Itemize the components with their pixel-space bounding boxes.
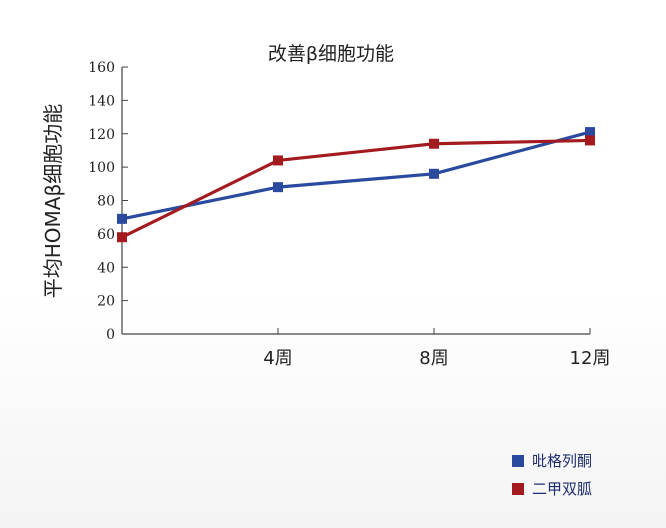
data-point-1: [273, 155, 283, 166]
series-line-1: [121, 138, 591, 239]
legend-swatch-pioglitazone: [512, 454, 524, 467]
data-point-0: [273, 182, 283, 193]
y-tick-label: 80: [97, 194, 115, 210]
y-tick-label: 120: [88, 127, 115, 143]
x-tick-label: 8周: [419, 348, 448, 369]
y-tick-label: 20: [97, 294, 115, 310]
data-point-1: [429, 138, 439, 149]
y-tick-label: 140: [88, 93, 115, 109]
data-point-0: [429, 168, 439, 179]
y-tick-label: 160: [88, 60, 115, 76]
legend-item-pioglitazone: 吡格列酮: [512, 450, 592, 471]
x-tick-label: 12周: [570, 348, 611, 369]
y-tick-label: 60: [97, 227, 115, 243]
y-tick-label: 100: [88, 160, 115, 176]
series-line-0: [121, 130, 591, 221]
x-tick-label: 4周: [263, 348, 292, 369]
data-point-1: [585, 135, 595, 146]
axes: 0 20 40 60 80 100 120 140 160 4周 8周 12周: [88, 60, 610, 369]
chart-title: 改善β细胞功能: [268, 43, 394, 65]
legend-item-metformin: 二甲双胍: [512, 478, 592, 499]
legend-swatch-metformin: [512, 482, 524, 495]
legend-label-pioglitazone: 吡格列酮: [532, 452, 593, 470]
data-point-0: [585, 127, 595, 138]
y-axis-label: 平均HOMAβ细胞功能: [41, 104, 65, 298]
y-tick-label: 0: [106, 327, 115, 343]
series-layer: [117, 127, 595, 243]
y-tick-label: 40: [97, 260, 115, 276]
legend-label-metformin: 二甲双胍: [532, 480, 593, 498]
data-point-0: [117, 213, 127, 224]
data-point-1: [117, 232, 127, 243]
